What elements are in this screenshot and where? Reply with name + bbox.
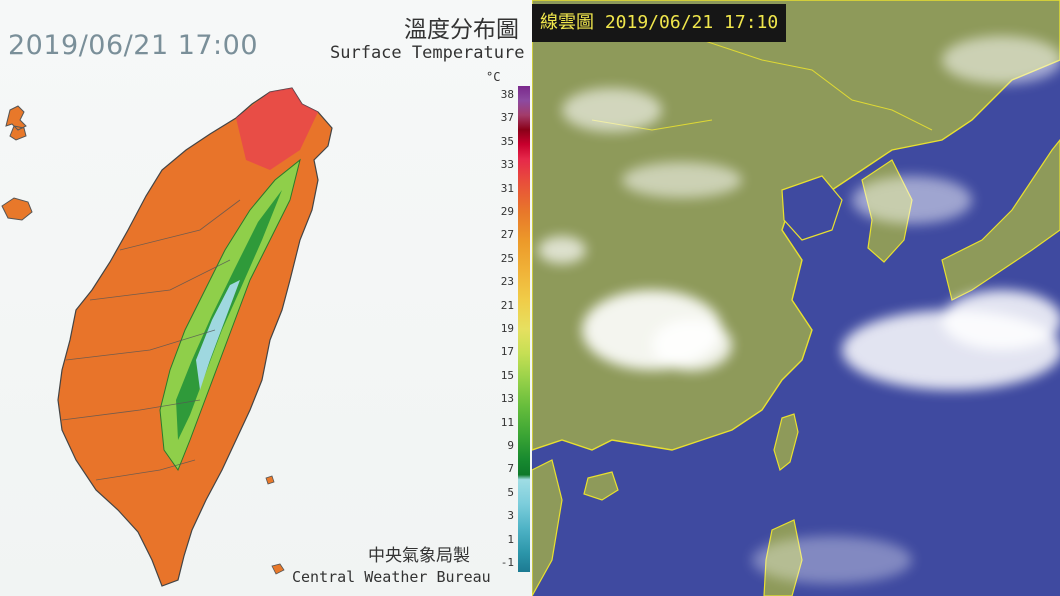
map-title-chinese: 溫度分布圖 xyxy=(404,17,519,43)
legend-tick-label: 25 xyxy=(500,251,514,265)
legend-tick-label: 27 xyxy=(500,228,514,242)
temperature-map-panel: 2019/06/21 17:00 溫度分布圖 Surface Temperatu… xyxy=(0,0,532,596)
hainan xyxy=(583,471,619,501)
credit-english: Central Weather Bureau xyxy=(292,568,491,586)
legend-tick-label: 29 xyxy=(500,205,514,218)
map-datetime: 2019/06/21 17:00 xyxy=(8,30,259,61)
legend-tick-label: 37 xyxy=(500,111,514,125)
legend-tick-label: 5 xyxy=(507,485,514,499)
legend-tick-label: 7 xyxy=(507,462,514,476)
legend-tick-label: 3 xyxy=(507,509,514,523)
penghu-islands xyxy=(1,105,33,221)
temperature-legend-bar xyxy=(518,86,530,572)
satellite-image-graphic xyxy=(532,0,1060,596)
legend-tick-label: 9 xyxy=(507,439,514,452)
legend-tick-label: 11 xyxy=(500,415,514,429)
japan xyxy=(941,139,1060,301)
legend-tick-label: 23 xyxy=(500,275,514,289)
satellite-label: 線雲圖 2019/06/21 17:10 xyxy=(532,4,787,42)
legend-tick-label: 31 xyxy=(500,181,514,195)
legend-tick-label: 21 xyxy=(500,298,514,312)
legend-tick-label: 1 xyxy=(507,532,514,546)
temperature-map-graphic xyxy=(1,87,333,587)
legend-tick-label: 15 xyxy=(500,368,514,382)
map-title-english: Surface Temperature xyxy=(330,43,525,63)
legend-tick-label: -1 xyxy=(500,556,514,569)
legend-tick-label: 33 xyxy=(500,158,514,172)
legend-tick-label: 38 xyxy=(500,88,514,101)
legend-tick-label: 19 xyxy=(500,322,514,335)
legend-unit: °C xyxy=(486,70,501,84)
legend-tick-label: 17 xyxy=(500,345,514,359)
satellite-image-panel: 線雲圖 2019/06/21 17:10 xyxy=(532,0,1060,596)
legend-tick-label: 35 xyxy=(500,134,514,148)
credit-chinese: 中央氣象局製 xyxy=(368,546,470,566)
legend-tick-label: 13 xyxy=(500,392,514,406)
taiwan-satellite xyxy=(773,413,799,472)
